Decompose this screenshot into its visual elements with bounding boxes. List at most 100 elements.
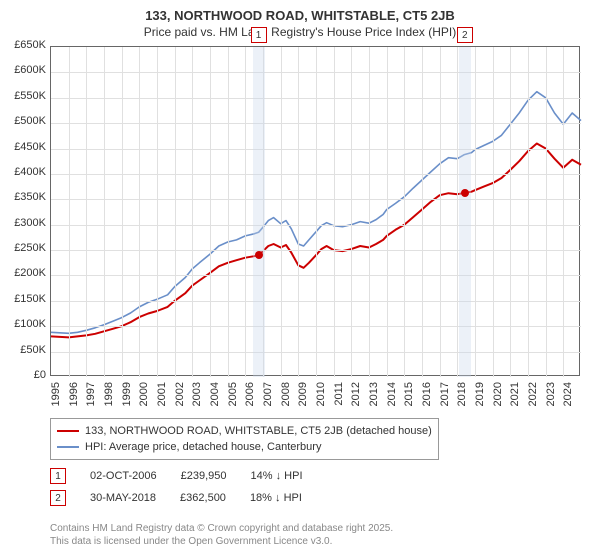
x-gridline <box>175 47 176 377</box>
y-tick-label: £250K <box>2 242 46 254</box>
x-tick-label: 2017 <box>439 382 451 416</box>
title-block: 133, NORTHWOOD ROAD, WHITSTABLE, CT5 2JB… <box>0 0 600 39</box>
sale-row-date: 02-OCT-2006 <box>90 470 157 482</box>
x-tick-label: 2006 <box>244 382 256 416</box>
x-gridline <box>440 47 441 377</box>
x-tick-label: 2013 <box>368 382 380 416</box>
y-tick-label: £350K <box>2 191 46 203</box>
x-tick-label: 2023 <box>545 382 557 416</box>
y-tick-label: £500K <box>2 115 46 127</box>
legend-box: 133, NORTHWOOD ROAD, WHITSTABLE, CT5 2JB… <box>50 418 439 460</box>
sale-row: 2 30-MAY-2018 £362,500 18% ↓ HPI <box>50 490 302 506</box>
x-gridline <box>563 47 564 377</box>
sale-row-date: 30-MAY-2018 <box>90 492 156 504</box>
sale-row-delta: 18% ↓ HPI <box>250 492 302 504</box>
plot-area: 12 <box>50 46 580 376</box>
y-tick-label: £450K <box>2 141 46 153</box>
legend-item: HPI: Average price, detached house, Cant… <box>57 439 432 455</box>
y-tick-label: £650K <box>2 39 46 51</box>
x-tick-label: 2004 <box>209 382 221 416</box>
sale-row-marker: 1 <box>50 468 66 484</box>
x-tick-label: 2000 <box>138 382 150 416</box>
x-tick-label: 1999 <box>121 382 133 416</box>
sale-marker-band <box>459 47 471 377</box>
x-gridline <box>351 47 352 377</box>
x-tick-label: 2003 <box>191 382 203 416</box>
sale-marker-dot <box>255 251 263 259</box>
x-gridline <box>528 47 529 377</box>
x-gridline <box>387 47 388 377</box>
x-gridline <box>316 47 317 377</box>
x-tick-label: 2022 <box>527 382 539 416</box>
x-gridline <box>122 47 123 377</box>
y-tick-label: £50K <box>2 344 46 356</box>
legend-item: 133, NORTHWOOD ROAD, WHITSTABLE, CT5 2JB… <box>57 423 432 439</box>
x-tick-label: 2002 <box>174 382 186 416</box>
footer-line2: This data is licensed under the Open Gov… <box>50 535 393 548</box>
footer-attribution: Contains HM Land Registry data © Crown c… <box>50 522 393 548</box>
sale-row-marker: 2 <box>50 490 66 506</box>
x-tick-label: 2011 <box>333 382 345 416</box>
x-gridline <box>510 47 511 377</box>
sale-marker-number: 2 <box>457 27 473 43</box>
x-gridline <box>104 47 105 377</box>
legend-label: 133, NORTHWOOD ROAD, WHITSTABLE, CT5 2JB… <box>85 425 432 437</box>
x-tick-label: 2007 <box>262 382 274 416</box>
legend-swatch <box>57 446 79 448</box>
x-gridline <box>422 47 423 377</box>
x-gridline <box>86 47 87 377</box>
x-tick-label: 1997 <box>85 382 97 416</box>
x-gridline <box>157 47 158 377</box>
x-gridline <box>493 47 494 377</box>
sale-row-price: £362,500 <box>180 492 226 504</box>
x-gridline <box>404 47 405 377</box>
y-tick-label: £150K <box>2 293 46 305</box>
y-tick-label: £100K <box>2 318 46 330</box>
x-tick-label: 2015 <box>403 382 415 416</box>
y-tick-label: £550K <box>2 90 46 102</box>
sale-marker-dot <box>461 189 469 197</box>
y-tick-label: £600K <box>2 64 46 76</box>
sale-row: 1 02-OCT-2006 £239,950 14% ↓ HPI <box>50 468 303 484</box>
x-gridline <box>228 47 229 377</box>
legend-swatch <box>57 430 79 432</box>
x-gridline <box>298 47 299 377</box>
x-gridline <box>475 47 476 377</box>
x-gridline <box>546 47 547 377</box>
x-gridline <box>245 47 246 377</box>
x-tick-label: 2012 <box>350 382 362 416</box>
title-line1: 133, NORTHWOOD ROAD, WHITSTABLE, CT5 2JB <box>0 8 600 23</box>
legend-label: HPI: Average price, detached house, Cant… <box>85 441 321 453</box>
x-gridline <box>210 47 211 377</box>
x-tick-label: 2019 <box>474 382 486 416</box>
x-gridline <box>281 47 282 377</box>
x-tick-label: 2016 <box>421 382 433 416</box>
x-tick-label: 2009 <box>297 382 309 416</box>
x-tick-label: 2014 <box>386 382 398 416</box>
x-gridline <box>334 47 335 377</box>
sale-row-delta: 14% ↓ HPI <box>251 470 303 482</box>
x-tick-label: 1996 <box>68 382 80 416</box>
y-tick-label: £0 <box>2 369 46 381</box>
y-tick-label: £400K <box>2 166 46 178</box>
x-tick-label: 1998 <box>103 382 115 416</box>
y-tick-label: £300K <box>2 217 46 229</box>
chart-container: 133, NORTHWOOD ROAD, WHITSTABLE, CT5 2JB… <box>0 0 600 560</box>
footer-line1: Contains HM Land Registry data © Crown c… <box>50 522 393 535</box>
sale-row-price: £239,950 <box>181 470 227 482</box>
x-tick-label: 2005 <box>227 382 239 416</box>
x-tick-label: 2020 <box>492 382 504 416</box>
x-tick-label: 2024 <box>562 382 574 416</box>
x-tick-label: 2001 <box>156 382 168 416</box>
x-tick-label: 2021 <box>509 382 521 416</box>
x-tick-label: 2010 <box>315 382 327 416</box>
x-tick-label: 2008 <box>280 382 292 416</box>
title-line2: Price paid vs. HM Land Registry's House … <box>0 25 600 39</box>
x-gridline <box>369 47 370 377</box>
x-gridline <box>192 47 193 377</box>
sale-marker-band <box>253 47 265 377</box>
x-tick-label: 1995 <box>50 382 62 416</box>
y-tick-label: £200K <box>2 267 46 279</box>
sale-marker-number: 1 <box>251 27 267 43</box>
x-tick-label: 2018 <box>456 382 468 416</box>
